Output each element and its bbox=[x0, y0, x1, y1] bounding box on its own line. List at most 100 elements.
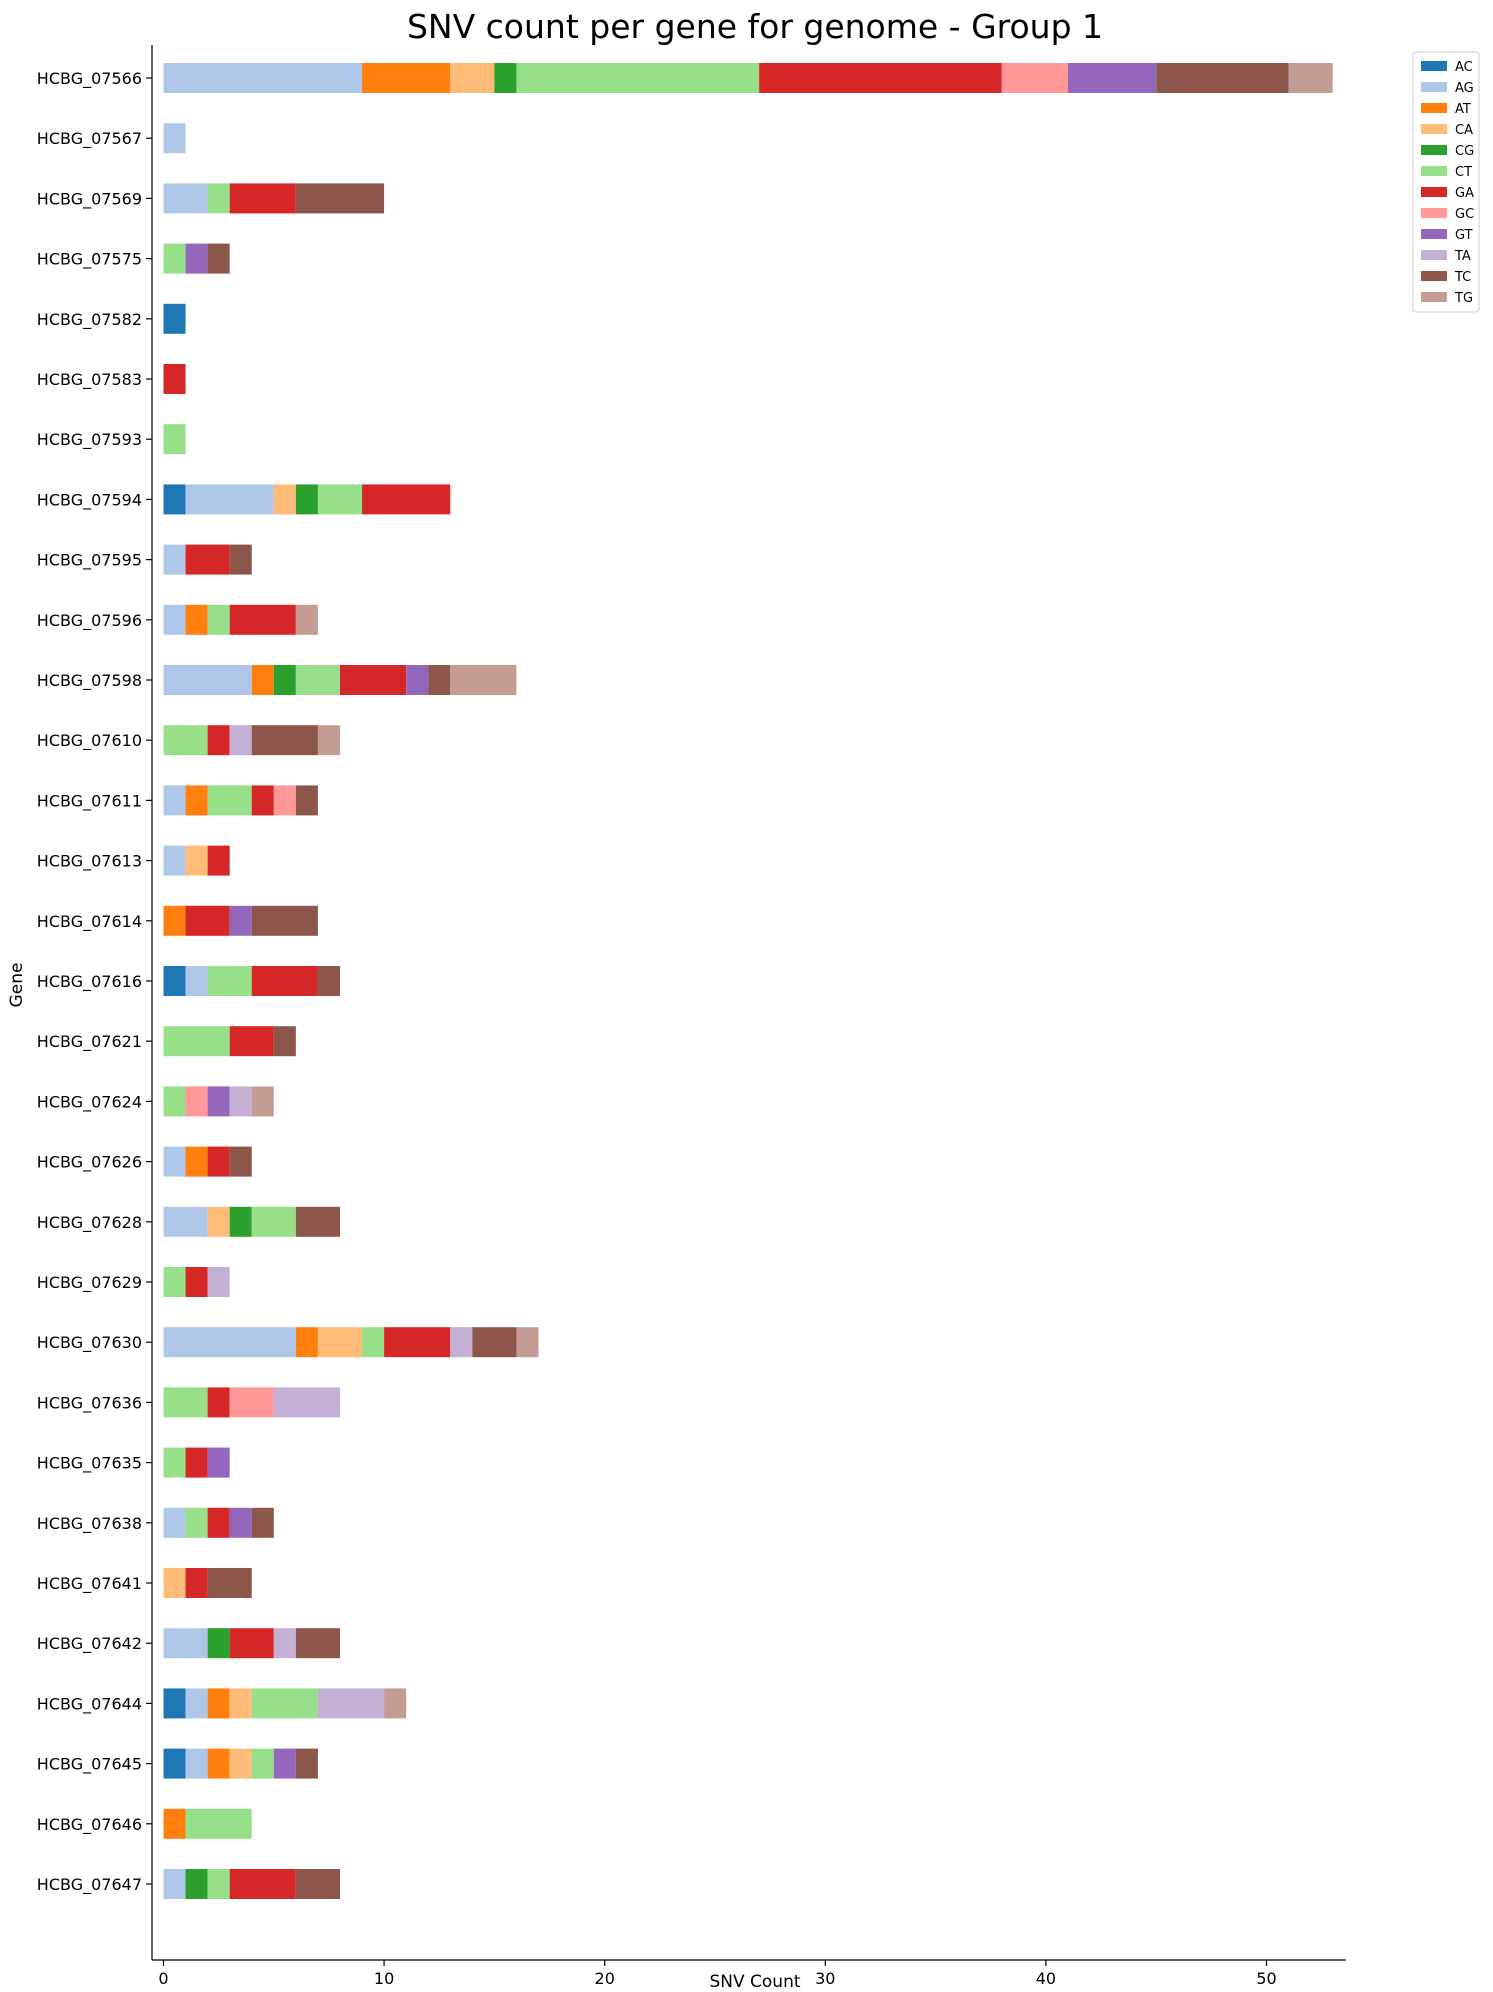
bar-segment-ct bbox=[207, 785, 252, 816]
bar-segment-at bbox=[185, 1146, 208, 1177]
bar-segment-tc bbox=[295, 1869, 340, 1899]
bar-segment-ac bbox=[163, 966, 186, 996]
bar-segment-ct bbox=[163, 725, 208, 756]
bar-segment-tg bbox=[516, 1327, 539, 1358]
bar-segment-ct bbox=[251, 1688, 318, 1719]
bar-segment-at bbox=[295, 1327, 318, 1358]
bar-segment-ct bbox=[163, 1086, 186, 1117]
y-tick-label: HCBG_07647 bbox=[37, 1875, 142, 1895]
bar-segment-ct bbox=[163, 243, 186, 274]
bar-segment-ct bbox=[362, 1327, 385, 1358]
y-tick-label: HCBG_07646 bbox=[37, 1815, 142, 1835]
bar-segment-tc bbox=[207, 1568, 252, 1598]
bar-segment-gt bbox=[273, 1748, 296, 1779]
bar-segment-tc bbox=[1156, 63, 1289, 93]
bar-segment-tg bbox=[251, 1086, 274, 1117]
bar-segment-gt bbox=[207, 1086, 230, 1117]
legend-label-tc: TC bbox=[1454, 270, 1471, 285]
legend-label-at: AT bbox=[1455, 102, 1471, 117]
y-tick-label: HCBG_07613 bbox=[37, 852, 142, 872]
y-tick-label: HCBG_07644 bbox=[37, 1694, 142, 1714]
y-tick-label: HCBG_07595 bbox=[37, 551, 142, 571]
bar-segment-cg bbox=[494, 63, 517, 93]
y-tick-label: HCBG_07575 bbox=[37, 250, 142, 270]
bar-segment-ct bbox=[207, 604, 230, 635]
bar-segment-ct bbox=[251, 1206, 296, 1237]
bar-segment-tc bbox=[428, 665, 451, 695]
y-tick-label: HCBG_07630 bbox=[37, 1333, 142, 1353]
bar-segment-tc bbox=[317, 966, 340, 996]
bar-segment-tg bbox=[450, 665, 517, 695]
legend-label-ta: TA bbox=[1454, 249, 1471, 264]
bar-segment-ta bbox=[229, 1086, 252, 1117]
bar-segment-ta bbox=[273, 1387, 340, 1418]
legend-swatch-tg bbox=[1421, 292, 1447, 302]
bar-segment-ct bbox=[207, 1869, 230, 1899]
x-ticks: 0 10 20 30 40 50 bbox=[158, 1960, 1277, 1988]
legend-swatch-tc bbox=[1421, 271, 1447, 281]
legend-swatch-gc bbox=[1421, 208, 1447, 218]
y-tick-label: HCBG_07621 bbox=[37, 1032, 142, 1052]
bar-segment-ct bbox=[295, 665, 340, 695]
bar-segment-gt bbox=[229, 1507, 252, 1538]
bar-segment-ta bbox=[317, 1688, 385, 1719]
bar-segment-ta bbox=[450, 1327, 473, 1358]
bar-segment-ag bbox=[163, 785, 186, 816]
bar-segment-gt bbox=[207, 1447, 230, 1478]
x-tick-label: 10 bbox=[374, 1969, 394, 1988]
x-axis-label: SNV Count bbox=[709, 1972, 800, 1992]
bar-segment-ta bbox=[273, 1628, 296, 1659]
bar-segment-ag bbox=[163, 1327, 296, 1358]
bar-segment-ag bbox=[185, 1748, 208, 1779]
y-tick-label: HCBG_07566 bbox=[37, 69, 142, 89]
bar-segment-at bbox=[207, 1688, 230, 1719]
bar-segment-cg bbox=[273, 665, 296, 695]
bar-segment-ga bbox=[207, 725, 230, 756]
bar-segment-tg bbox=[317, 725, 340, 756]
bars-layer bbox=[163, 63, 1333, 1899]
bar-segment-ga bbox=[229, 604, 296, 635]
bar-segment-at bbox=[207, 1748, 230, 1779]
bar-segment-ca bbox=[163, 1568, 186, 1598]
bar-segment-ct bbox=[207, 183, 230, 214]
bar-segment-ga bbox=[207, 1387, 230, 1418]
bar-segment-ca bbox=[185, 845, 208, 876]
bar-segment-ct bbox=[251, 1748, 274, 1779]
bar-segment-ag bbox=[163, 665, 252, 695]
bar-segment-tg bbox=[1288, 63, 1333, 93]
bar-segment-at bbox=[185, 604, 208, 635]
bar-segment-tg bbox=[384, 1688, 407, 1719]
bar-segment-tc bbox=[295, 1628, 340, 1659]
y-tick-label: HCBG_07583 bbox=[37, 370, 142, 390]
legend-swatch-ca bbox=[1421, 124, 1447, 134]
bar-segment-gc bbox=[1001, 63, 1068, 93]
y-tick-label: HCBG_07641 bbox=[37, 1574, 142, 1594]
x-tick-label: 50 bbox=[1256, 1969, 1276, 1988]
bar-segment-at bbox=[251, 665, 274, 695]
y-tick-label: HCBG_07624 bbox=[37, 1092, 142, 1112]
bar-segment-gt bbox=[229, 905, 252, 936]
bar-segment-ga bbox=[185, 544, 230, 575]
bar-segment-ct bbox=[163, 424, 186, 455]
bar-segment-ga bbox=[185, 1267, 208, 1297]
bar-segment-ga bbox=[229, 1869, 296, 1899]
bar-segment-ca bbox=[273, 484, 296, 515]
bar-segment-tg bbox=[295, 604, 318, 635]
y-tick-label: HCBG_07628 bbox=[37, 1213, 142, 1233]
legend-swatch-ag bbox=[1421, 82, 1447, 92]
y-axis-label: Gene bbox=[7, 963, 27, 1008]
bar-segment-ca bbox=[229, 1748, 252, 1779]
bar-segment-gc bbox=[185, 1086, 208, 1117]
bar-segment-gt bbox=[406, 665, 429, 695]
bar-segment-ag bbox=[163, 1146, 186, 1177]
bar-segment-ct bbox=[317, 484, 363, 515]
bar-segment-ga bbox=[185, 1568, 208, 1598]
bar-segment-ac bbox=[163, 1688, 186, 1719]
bar-segment-ct bbox=[163, 1267, 186, 1297]
bar-segment-tc bbox=[472, 1327, 517, 1358]
bar-segment-ga bbox=[185, 905, 230, 936]
bar-segment-ct bbox=[207, 966, 252, 996]
bar-segment-ga bbox=[251, 785, 274, 816]
legend-swatch-gt bbox=[1421, 229, 1447, 239]
legend-swatch-ta bbox=[1421, 250, 1447, 260]
